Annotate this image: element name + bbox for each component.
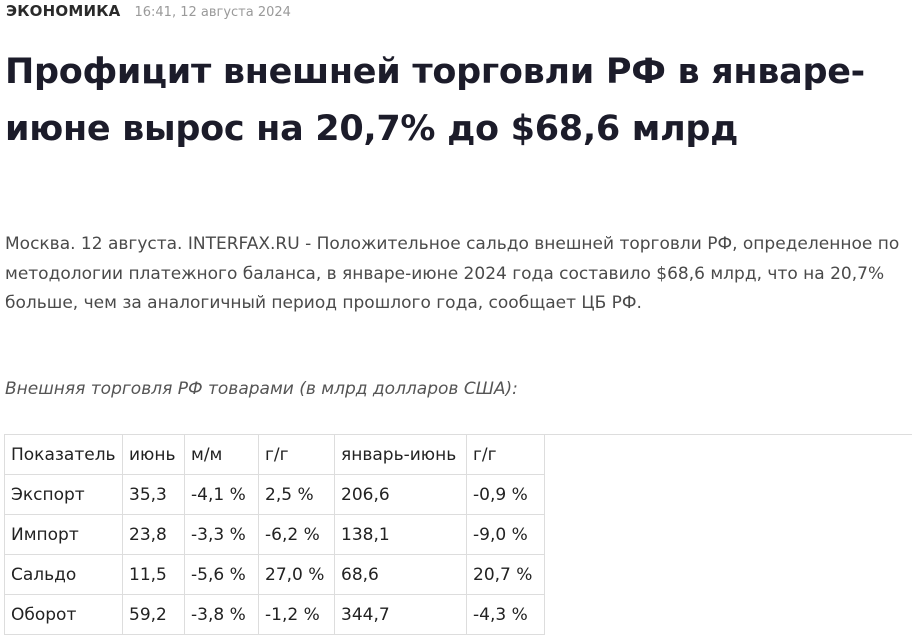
header-yoy: г/г (258, 434, 335, 475)
trade-table: Показатель июнь м/м г/г январь-июнь г/г … (4, 434, 545, 635)
header-indicator: Показатель (4, 434, 123, 475)
row-label: Импорт (4, 514, 123, 555)
cell-yoy: -6,2 % (258, 514, 335, 555)
header-jan-jun-yoy: г/г (466, 434, 545, 475)
cell-june: 35,3 (122, 474, 185, 515)
row-label: Оборот (4, 594, 123, 635)
row-label: Экспорт (4, 474, 123, 515)
header-june: июнь (122, 434, 185, 475)
table-row: Экспорт 35,3 -4,1 % 2,5 % 206,6 -0,9 % (4, 474, 545, 515)
category-link[interactable]: ЭКОНОМИКА (6, 2, 121, 20)
table-header-row: Показатель июнь м/м г/г январь-июнь г/г (4, 434, 545, 475)
cell-jan-jun: 344,7 (334, 594, 467, 635)
table-row: Импорт 23,8 -3,3 % -6,2 % 138,1 -9,0 % (4, 514, 545, 555)
header-mom: м/м (184, 434, 259, 475)
cell-yoy: -1,2 % (258, 594, 335, 635)
cell-jan-jun-yoy: -0,9 % (466, 474, 545, 515)
cell-jan-jun: 68,6 (334, 554, 467, 595)
cell-mom: -3,3 % (184, 514, 259, 555)
trade-table-container: Показатель июнь м/м г/г январь-июнь г/г … (4, 434, 912, 635)
cell-jan-jun: 138,1 (334, 514, 467, 555)
table-caption: Внешняя торговля РФ товарами (в млрд дол… (5, 379, 518, 399)
cell-mom: -4,1 % (184, 474, 259, 515)
cell-jan-jun-yoy: -4,3 % (466, 594, 545, 635)
publish-timestamp: 16:41, 12 августа 2024 (134, 5, 291, 20)
table-top-rule (4, 434, 912, 435)
cell-jan-jun: 206,6 (334, 474, 467, 515)
cell-june: 23,8 (122, 514, 185, 555)
cell-yoy: 2,5 % (258, 474, 335, 515)
cell-yoy: 27,0 % (258, 554, 335, 595)
cell-june: 11,5 (122, 554, 185, 595)
cell-mom: -3,8 % (184, 594, 259, 635)
cell-june: 59,2 (122, 594, 185, 635)
cell-jan-jun-yoy: 20,7 % (466, 554, 545, 595)
article-lead: Москва. 12 августа. INTERFAX.RU - Положи… (5, 234, 900, 313)
table-row: Сальдо 11,5 -5,6 % 27,0 % 68,6 20,7 % (4, 554, 545, 595)
header-jan-jun: январь-июнь (334, 434, 467, 475)
table-row: Оборот 59,2 -3,8 % -1,2 % 344,7 -4,3 % (4, 594, 545, 635)
article-meta: ЭКОНОМИКА 16:41, 12 августа 2024 (6, 2, 291, 24)
cell-mom: -5,6 % (184, 554, 259, 595)
article-headline: Профицит внешней торговли РФ в январе-ию… (5, 52, 865, 149)
row-label: Сальдо (4, 554, 123, 595)
cell-jan-jun-yoy: -9,0 % (466, 514, 545, 555)
